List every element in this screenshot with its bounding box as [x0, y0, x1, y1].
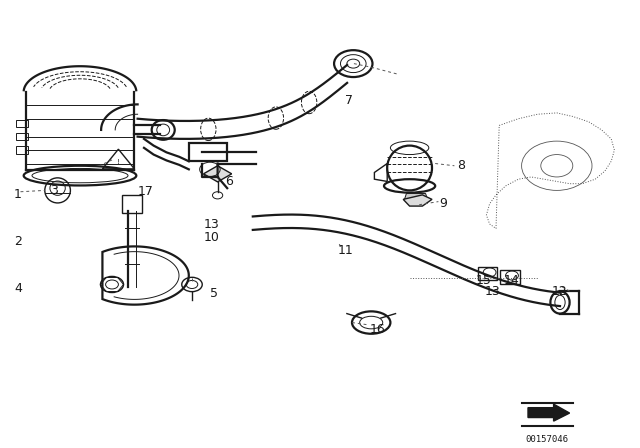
- Bar: [122, 195, 142, 213]
- Text: 17: 17: [138, 185, 154, 198]
- Text: 4: 4: [14, 282, 22, 296]
- Text: 3: 3: [51, 184, 58, 197]
- Bar: [16, 120, 28, 127]
- Text: 9: 9: [439, 197, 447, 211]
- Text: 14: 14: [504, 273, 520, 287]
- Text: 8: 8: [457, 159, 465, 172]
- Text: 6: 6: [225, 175, 233, 188]
- Bar: [16, 146, 28, 154]
- Polygon shape: [404, 194, 428, 199]
- Text: 13: 13: [485, 284, 500, 298]
- Text: 13: 13: [204, 217, 219, 231]
- Polygon shape: [204, 166, 232, 182]
- Text: 7: 7: [345, 94, 353, 108]
- Text: 11: 11: [338, 244, 353, 258]
- Text: 12: 12: [552, 284, 568, 298]
- Text: !: !: [117, 159, 120, 165]
- Bar: [500, 270, 520, 284]
- Text: 15: 15: [476, 273, 491, 287]
- Bar: [478, 267, 497, 280]
- Text: 10: 10: [204, 231, 219, 244]
- Bar: [16, 133, 28, 140]
- Text: 00157046: 00157046: [525, 435, 569, 444]
- Polygon shape: [528, 404, 570, 421]
- Text: 5: 5: [211, 287, 218, 300]
- Text: 2: 2: [14, 235, 22, 249]
- Polygon shape: [403, 195, 432, 206]
- Text: 16: 16: [370, 323, 385, 336]
- Text: 1: 1: [14, 188, 22, 202]
